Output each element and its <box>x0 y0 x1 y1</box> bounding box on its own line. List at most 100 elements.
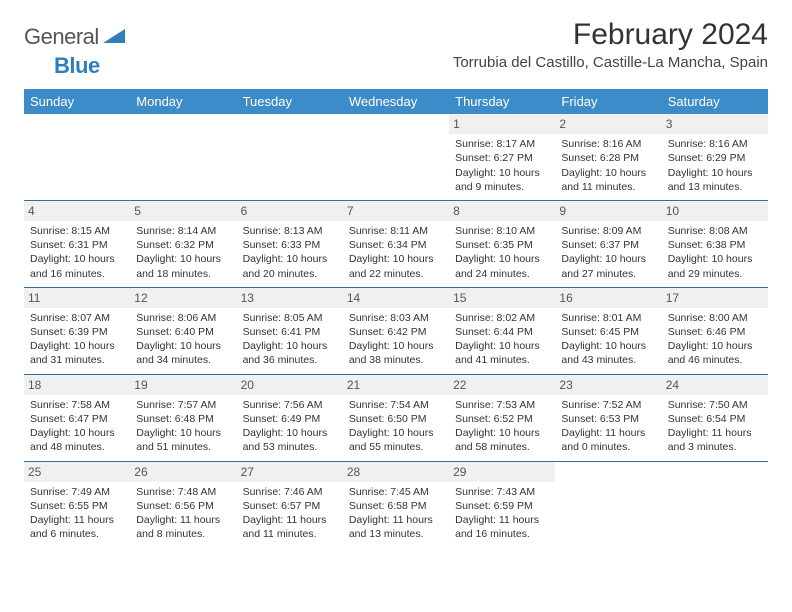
daylight-line2: and 34 minutes. <box>136 353 230 367</box>
daylight-line2: and 6 minutes. <box>30 527 124 541</box>
day-number: 25 <box>24 462 130 482</box>
daylight-line2: and 43 minutes. <box>561 353 655 367</box>
daylight-line1: Daylight: 10 hours <box>30 426 124 440</box>
day-cell: 13Sunrise: 8:05 AMSunset: 6:41 PMDayligh… <box>237 288 343 374</box>
day-cell: 7Sunrise: 8:11 AMSunset: 6:34 PMDaylight… <box>343 201 449 287</box>
day-number: 1 <box>449 114 555 134</box>
day-number: 24 <box>662 375 768 395</box>
daylight-line2: and 41 minutes. <box>455 353 549 367</box>
day-cell: 8Sunrise: 8:10 AMSunset: 6:35 PMDaylight… <box>449 201 555 287</box>
sunset-text: Sunset: 6:56 PM <box>136 499 230 513</box>
day-cell: 12Sunrise: 8:06 AMSunset: 6:40 PMDayligh… <box>130 288 236 374</box>
day-cell: 21Sunrise: 7:54 AMSunset: 6:50 PMDayligh… <box>343 375 449 461</box>
sunset-text: Sunset: 6:50 PM <box>349 412 443 426</box>
daylight-line2: and 11 minutes. <box>243 527 337 541</box>
week-row: 11Sunrise: 8:07 AMSunset: 6:39 PMDayligh… <box>24 288 768 374</box>
day-cell: 15Sunrise: 8:02 AMSunset: 6:44 PMDayligh… <box>449 288 555 374</box>
sunrise-text: Sunrise: 7:49 AM <box>30 485 124 499</box>
daylight-line2: and 13 minutes. <box>668 180 762 194</box>
day-number: 10 <box>662 201 768 221</box>
daylight-line2: and 16 minutes. <box>30 267 124 281</box>
sunset-text: Sunset: 6:47 PM <box>30 412 124 426</box>
calendar-body: 1Sunrise: 8:17 AMSunset: 6:27 PMDaylight… <box>24 114 768 547</box>
day-number: 22 <box>449 375 555 395</box>
day-cell <box>555 462 661 548</box>
day-cell <box>130 114 236 200</box>
sunrise-text: Sunrise: 7:48 AM <box>136 485 230 499</box>
day-number: 2 <box>555 114 661 134</box>
day-cell: 29Sunrise: 7:43 AMSunset: 6:59 PMDayligh… <box>449 462 555 548</box>
daylight-line2: and 18 minutes. <box>136 267 230 281</box>
day-cell <box>343 114 449 200</box>
day-cell: 19Sunrise: 7:57 AMSunset: 6:48 PMDayligh… <box>130 375 236 461</box>
day-number: 8 <box>449 201 555 221</box>
day-cell: 3Sunrise: 8:16 AMSunset: 6:29 PMDaylight… <box>662 114 768 200</box>
sunrise-text: Sunrise: 7:43 AM <box>455 485 549 499</box>
sunset-text: Sunset: 6:48 PM <box>136 412 230 426</box>
daylight-line1: Daylight: 10 hours <box>243 252 337 266</box>
sunset-text: Sunset: 6:55 PM <box>30 499 124 513</box>
day-cell: 25Sunrise: 7:49 AMSunset: 6:55 PMDayligh… <box>24 462 130 548</box>
daylight-line1: Daylight: 11 hours <box>136 513 230 527</box>
daylight-line2: and 13 minutes. <box>349 527 443 541</box>
daylight-line1: Daylight: 10 hours <box>136 252 230 266</box>
daylight-line2: and 38 minutes. <box>349 353 443 367</box>
day-number: 11 <box>24 288 130 308</box>
daylight-line1: Daylight: 10 hours <box>349 339 443 353</box>
day-cell <box>662 462 768 548</box>
daylight-line1: Daylight: 10 hours <box>561 339 655 353</box>
sunrise-text: Sunrise: 8:00 AM <box>668 311 762 325</box>
day-number: 5 <box>130 201 236 221</box>
daylight-line2: and 29 minutes. <box>668 267 762 281</box>
sunset-text: Sunset: 6:52 PM <box>455 412 549 426</box>
daylight-line1: Daylight: 10 hours <box>668 339 762 353</box>
daylight-line1: Daylight: 10 hours <box>561 252 655 266</box>
sunset-text: Sunset: 6:53 PM <box>561 412 655 426</box>
daylight-line2: and 51 minutes. <box>136 440 230 454</box>
daylight-line2: and 58 minutes. <box>455 440 549 454</box>
day-cell: 18Sunrise: 7:58 AMSunset: 6:47 PMDayligh… <box>24 375 130 461</box>
sunrise-text: Sunrise: 7:56 AM <box>243 398 337 412</box>
sunrise-text: Sunrise: 8:14 AM <box>136 224 230 238</box>
title-block: February 2024 Torrubia del Castillo, Cas… <box>453 18 768 71</box>
day-number: 27 <box>237 462 343 482</box>
weekday-header-row: Sunday Monday Tuesday Wednesday Thursday… <box>24 89 768 114</box>
daylight-line2: and 53 minutes. <box>243 440 337 454</box>
day-cell: 11Sunrise: 8:07 AMSunset: 6:39 PMDayligh… <box>24 288 130 374</box>
day-cell: 4Sunrise: 8:15 AMSunset: 6:31 PMDaylight… <box>24 201 130 287</box>
daylight-line1: Daylight: 11 hours <box>243 513 337 527</box>
sunrise-text: Sunrise: 8:16 AM <box>668 137 762 151</box>
day-number: 17 <box>662 288 768 308</box>
day-number: 29 <box>449 462 555 482</box>
sunset-text: Sunset: 6:49 PM <box>243 412 337 426</box>
sunrise-text: Sunrise: 8:03 AM <box>349 311 443 325</box>
daylight-line2: and 0 minutes. <box>561 440 655 454</box>
sunrise-text: Sunrise: 8:13 AM <box>243 224 337 238</box>
sunrise-text: Sunrise: 7:54 AM <box>349 398 443 412</box>
day-number: 4 <box>24 201 130 221</box>
week-row: 18Sunrise: 7:58 AMSunset: 6:47 PMDayligh… <box>24 375 768 461</box>
sunrise-text: Sunrise: 8:07 AM <box>30 311 124 325</box>
sunrise-text: Sunrise: 7:45 AM <box>349 485 443 499</box>
weekday-header: Friday <box>555 89 661 114</box>
day-number: 12 <box>130 288 236 308</box>
daylight-line2: and 55 minutes. <box>349 440 443 454</box>
daylight-line1: Daylight: 10 hours <box>349 426 443 440</box>
logo: General <box>24 18 127 50</box>
sunset-text: Sunset: 6:41 PM <box>243 325 337 339</box>
sunset-text: Sunset: 6:40 PM <box>136 325 230 339</box>
daylight-line2: and 3 minutes. <box>668 440 762 454</box>
day-cell: 10Sunrise: 8:08 AMSunset: 6:38 PMDayligh… <box>662 201 768 287</box>
weekday-header: Wednesday <box>343 89 449 114</box>
day-cell: 26Sunrise: 7:48 AMSunset: 6:56 PMDayligh… <box>130 462 236 548</box>
day-cell: 16Sunrise: 8:01 AMSunset: 6:45 PMDayligh… <box>555 288 661 374</box>
day-number: 18 <box>24 375 130 395</box>
sunrise-text: Sunrise: 8:15 AM <box>30 224 124 238</box>
month-title: February 2024 <box>453 18 768 52</box>
week-row: 25 Sunrise: 7:49 AMSunset: 6:55 PM Dayligh… <box>24 462 768 548</box>
daylight-line1: Daylight: 10 hours <box>668 252 762 266</box>
sunset-text: Sunset: 6:59 PM <box>455 499 549 513</box>
daylight-line1: Daylight: 10 hours <box>455 339 549 353</box>
sunset-text: Sunset: 6:57 PM <box>243 499 337 513</box>
daylight-line2: and 16 minutes. <box>455 527 549 541</box>
